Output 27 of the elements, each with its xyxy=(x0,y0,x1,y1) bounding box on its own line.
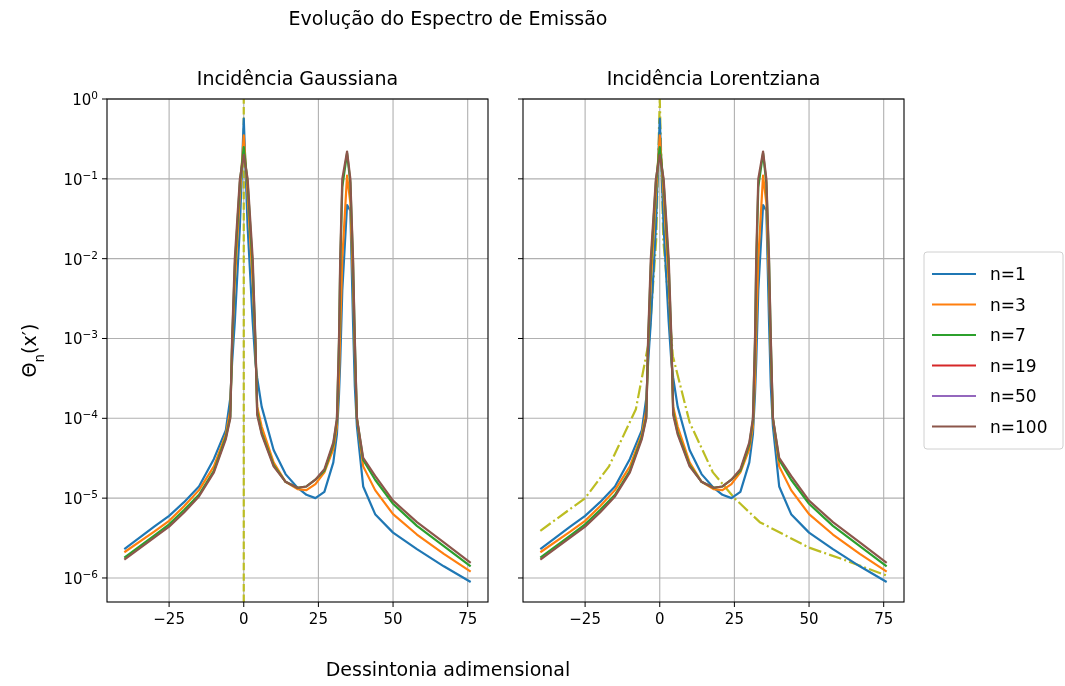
y-tick-label: 10$^{0}$ xyxy=(72,89,98,109)
x-tick-label: −25 xyxy=(569,610,601,628)
legend-label: n=1 xyxy=(990,264,1026,284)
x-tick-label: 75 xyxy=(458,610,478,628)
y-tick-label: 10$^{−2}$ xyxy=(63,248,98,269)
legend-label: n=100 xyxy=(990,416,1048,437)
x-axis-title: Dessintonia adimensional xyxy=(325,658,571,680)
x-tick-label: 0 xyxy=(238,610,249,628)
y-tick-label: 10$^{−1}$ xyxy=(63,168,98,189)
x-tick-label: 25 xyxy=(308,610,328,628)
legend-label: n=50 xyxy=(990,386,1037,406)
legend-label: n=7 xyxy=(990,325,1026,345)
y-tick-label: 10$^{−5}$ xyxy=(63,488,98,509)
x-tick-label: 50 xyxy=(799,610,819,628)
legend-label: n=19 xyxy=(990,355,1037,376)
text: Evolução do Espectro de Emissão xyxy=(288,7,608,29)
x-tick-label: −25 xyxy=(153,610,185,628)
chart-title: Incidência Gaussiana xyxy=(196,67,399,89)
chart-title: Incidência Lorentziana xyxy=(606,67,821,89)
x-tick-label: 75 xyxy=(874,610,894,628)
y-tick-label: 10$^{−3}$ xyxy=(63,328,98,349)
x-tick-label: 50 xyxy=(383,610,403,628)
y-tick-label: 10$^{−6}$ xyxy=(63,567,99,588)
legend-label: n=3 xyxy=(990,294,1026,315)
y-tick-label: 10$^{−4}$ xyxy=(63,408,99,429)
x-tick-label: 0 xyxy=(654,610,665,628)
x-tick-label: 25 xyxy=(724,610,744,628)
